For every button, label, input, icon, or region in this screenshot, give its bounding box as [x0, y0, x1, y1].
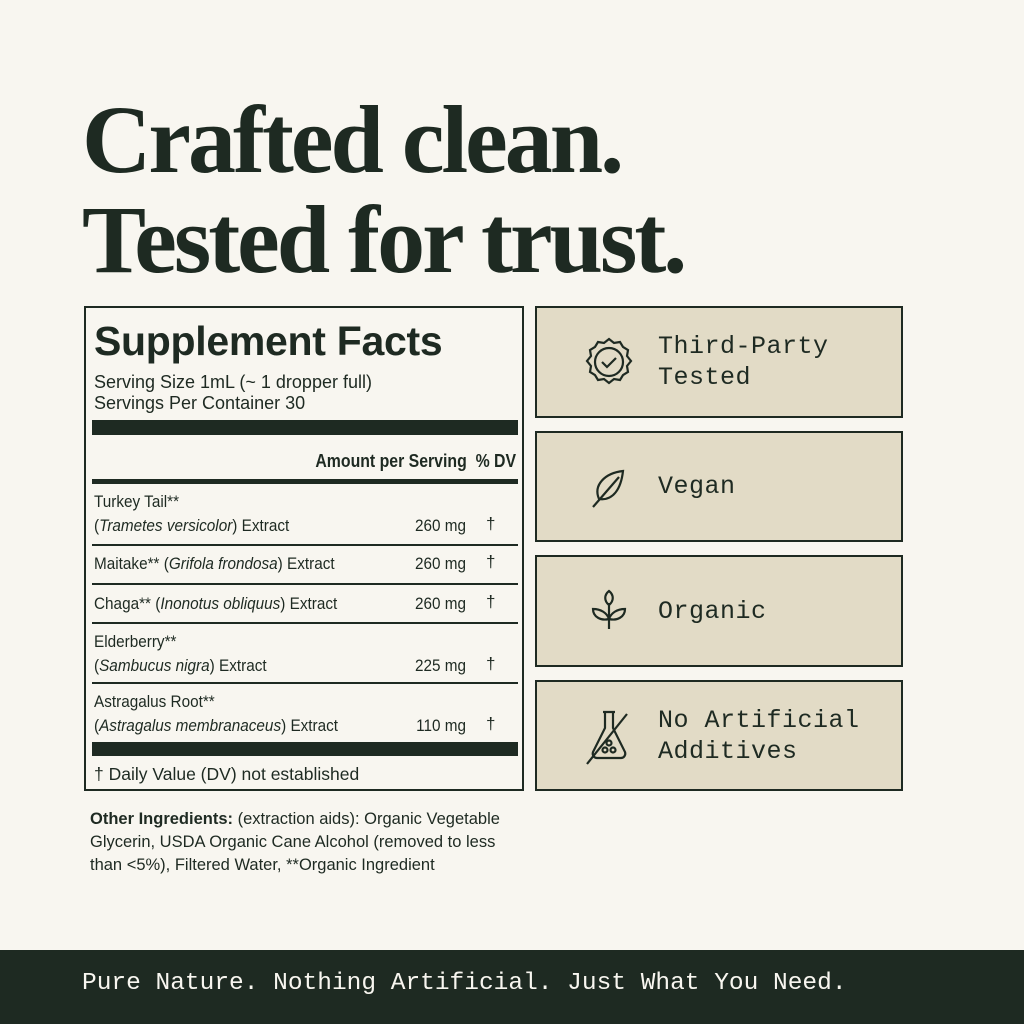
ingredient-dv: † — [486, 552, 496, 571]
badge-third-party-tested: Third-Party Tested — [535, 306, 903, 418]
ingredient-suffix: ) Extract — [232, 516, 290, 535]
ingredient-suffix: ) Extract — [277, 554, 335, 573]
facts-title: Supplement Facts — [94, 318, 443, 364]
ingredient-suffix: ) Extract — [281, 716, 339, 735]
other-ingredients-label: Other Ingredients: — [90, 810, 234, 828]
medium-divider — [92, 479, 518, 484]
ingredient-latin: Grifola frondosa — [168, 554, 278, 573]
footer-tagline: Pure Nature. Nothing Artificial. Just Wh… — [82, 970, 847, 997]
ingredient-latin: Inonotus obliquus — [160, 594, 281, 613]
badge-label: No Artificial Additives — [658, 705, 860, 766]
ingredient-amount: 260 mg — [414, 594, 466, 613]
supplement-facts-panel: Supplement Facts Serving Size 1mL (~ 1 d… — [84, 306, 524, 791]
ingredient-amount: 225 mg — [414, 656, 466, 675]
headline-line-2: Tested for trust. — [82, 186, 687, 293]
row-divider — [92, 583, 518, 585]
ingredient-amount: 260 mg — [414, 554, 466, 573]
other-ingredients: Other Ingredients: (extraction aids): Or… — [90, 808, 520, 877]
row-divider — [92, 682, 518, 684]
row-divider — [92, 622, 518, 624]
badge-organic: Organic — [535, 555, 903, 667]
dv-footnote: † Daily Value (DV) not established — [94, 764, 360, 784]
sprout-icon — [591, 589, 627, 629]
badge-label: Organic — [658, 596, 767, 626]
other-ingredients-text: (extraction aids): Organic Vegetable Gly… — [90, 810, 500, 874]
seal-check-icon — [585, 337, 633, 385]
ingredient-latin: Astragalus membranaceus — [99, 716, 282, 735]
ingredient-amount: 110 mg — [416, 716, 466, 735]
badge-no-artificial-additives: No Artificial Additives — [535, 680, 903, 791]
ingredient-dv: † — [486, 714, 496, 733]
ingredient-dv: † — [486, 592, 496, 611]
headline-line-1: Crafted clean. — [82, 86, 624, 193]
ingredient-suffix: ) Extract — [280, 594, 338, 613]
column-headers: Amount per Serving % DV — [315, 451, 516, 472]
footer-banner: Pure Nature. Nothing Artificial. Just Wh… — [0, 950, 1024, 1024]
ingredient-suffix: ) Extract — [209, 656, 267, 675]
ingredient-dv: † — [486, 654, 496, 673]
badge-label: Third-Party Tested — [658, 332, 829, 392]
table-row: Turkey Tail** (Trametes versicolor) Extr… — [94, 492, 496, 535]
ingredient-name: Maitake** ( — [94, 554, 169, 573]
ingredient-amount: 260 mg — [414, 516, 466, 535]
ingredient-latin: Sambucus nigra — [99, 656, 210, 675]
badge-vegan: Vegan — [535, 431, 903, 542]
servings-per-container: Servings Per Container 30 — [94, 393, 306, 413]
header-amount: Amount per Serving — [315, 451, 467, 471]
no-flask-icon — [586, 710, 628, 765]
row-divider — [92, 544, 518, 546]
badge-label: Vegan — [658, 472, 736, 501]
ingredient-dv: † — [486, 514, 496, 533]
ingredient-latin: Trametes versicolor — [99, 516, 233, 535]
thick-divider — [92, 742, 518, 756]
serving-size: Serving Size 1mL (~ 1 dropper full) — [94, 372, 372, 392]
header-dv: % DV — [475, 451, 516, 471]
leaf-icon — [592, 469, 625, 508]
ingredient-name: Chaga** ( — [94, 594, 161, 613]
ingredient-name: Astragalus Root** — [94, 692, 215, 711]
ingredient-name: Elderberry** — [94, 632, 177, 651]
ingredient-name: Turkey Tail** — [94, 492, 180, 511]
thick-divider — [92, 420, 518, 435]
